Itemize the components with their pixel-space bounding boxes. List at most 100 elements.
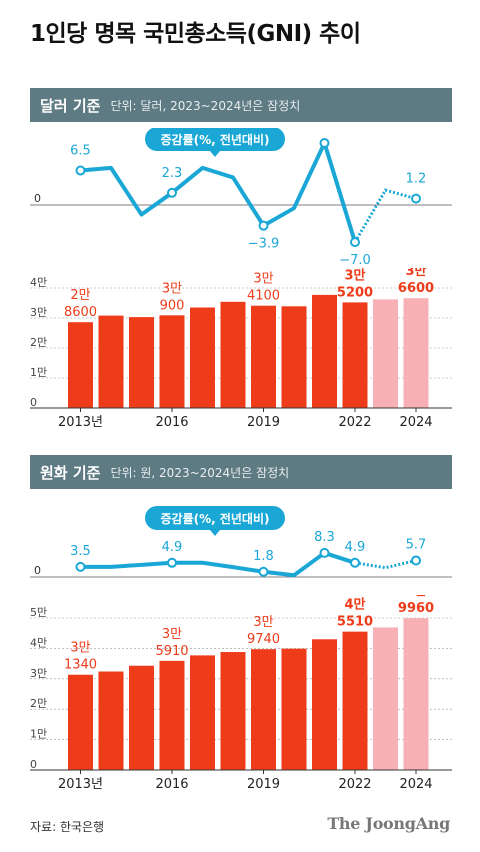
gni-bar — [68, 674, 93, 770]
growth-point — [350, 557, 360, 568]
x-tick-label: 2022 — [338, 777, 371, 792]
page-title: 1인당 명목 국민총소득(GNI) 추이 — [30, 21, 361, 47]
growth-point-label: −3.9 — [248, 237, 280, 252]
y-tick-label: 4만 — [30, 276, 47, 289]
growth-series-line — [80, 140, 357, 243]
legend-pill — [145, 506, 285, 530]
y-tick-label: 3만 — [30, 306, 47, 319]
growth-point-label: 2.3 — [162, 166, 183, 181]
bar-value-label-bottom: 4100 — [247, 289, 280, 304]
growth-series-line — [80, 550, 356, 578]
bar-value-label-bottom: 8600 — [64, 305, 97, 320]
growth-point — [75, 561, 86, 572]
section-header-dollar: 달러 기준 단위: 달러, 2023~2024년은 잠정치 — [30, 88, 452, 122]
x-tick-label: 2016 — [155, 777, 188, 792]
gni-bar — [312, 639, 337, 770]
gni-bar — [98, 315, 124, 408]
dollar-gni-bar-chart: 0 1만 2만 3만 4만 2013년 2016 2019 2022 2024 2만 8600 3만 90… — [30, 268, 452, 430]
gni-bar — [342, 302, 368, 408]
section-header-won: 원화 기준 단위: 원, 2023~2024년은 잠정치 — [30, 455, 452, 489]
growth-point-label: 1.2 — [406, 172, 427, 187]
y-tick-label: 1만 — [30, 366, 47, 379]
x-tick-label: 2024 — [399, 415, 432, 430]
x-tick-label: 2024 — [399, 777, 432, 792]
bar-value-label-bottom: 900 — [160, 298, 185, 313]
zero-label: 0 — [34, 192, 41, 205]
y-tick-label: 2만 — [30, 336, 47, 349]
growth-point — [319, 137, 330, 148]
x-tick-label: 2019 — [247, 777, 280, 792]
growth-point — [167, 557, 177, 568]
bar-value-label-top: 3만 — [253, 272, 273, 287]
gni-bar — [281, 648, 307, 770]
source-note: 자료: 한국은행 — [30, 820, 105, 834]
gni-bar — [342, 631, 368, 770]
gni-bar — [159, 660, 185, 770]
growth-point — [75, 165, 86, 176]
gni-bar — [220, 652, 246, 770]
growth-point-label: 3.5 — [70, 544, 91, 559]
gni-bar — [251, 649, 276, 770]
x-tick-label: 2022 — [338, 415, 371, 430]
won-growth-line-chart: 0 3.5 4.9 1.8 8.3 4.9 5.7 증감률(%, 전년대비) — [30, 506, 452, 578]
gni-bar — [129, 665, 154, 770]
legend-pointer — [210, 530, 220, 536]
bar-value-label-top: 4만 — [344, 597, 365, 613]
bar-value-label-bottom: 5910 — [155, 644, 188, 659]
gni-bar — [98, 671, 124, 770]
bar-value-label-top: 3만 — [344, 268, 365, 283]
gni-bar — [190, 307, 215, 408]
growth-point — [167, 187, 177, 198]
bar-value-label-bottom: 9740 — [247, 632, 280, 647]
brand-logo: The JoongAng — [327, 814, 450, 833]
growth-point-label: 4.9 — [345, 540, 366, 555]
growth-point — [258, 220, 269, 231]
bar-value-label-top: 3만 — [253, 615, 273, 630]
x-tick-label: 2013년 — [58, 415, 103, 430]
growth-point-label: 8.3 — [314, 530, 335, 545]
legend-pill — [145, 128, 285, 151]
growth-point-label: 5.7 — [406, 537, 427, 552]
growth-point-label: 4.9 — [162, 540, 183, 555]
x-tick-label: 2019 — [247, 415, 280, 430]
growth-point — [319, 547, 330, 558]
legend-label: 증감률(%, 전년대비) — [160, 132, 269, 147]
bar-value-label-bottom: 9960 — [398, 601, 434, 616]
growth-series-estimate — [354, 559, 417, 570]
growth-point — [350, 237, 360, 248]
gni-bar — [281, 306, 307, 408]
growth-point-label: 11.7 — [310, 128, 339, 131]
gni-bar — [220, 301, 246, 408]
bar-value-label-top: 4만 — [405, 595, 426, 599]
bar-value-label-top: 3만 — [162, 281, 182, 296]
zero-label: 0 — [34, 564, 41, 577]
gni-bar — [68, 322, 93, 408]
gni-bar — [251, 305, 276, 408]
section-note: 단위: 달러, 2023~2024년은 잠정치 — [110, 98, 301, 113]
growth-point-label: −7.0 — [339, 253, 371, 268]
section-label: 원화 기준 — [40, 463, 101, 482]
gni-bar — [312, 294, 337, 408]
bar-value-label-top: 3만 — [70, 641, 90, 656]
growth-point — [411, 193, 421, 204]
x-tick-label: 2013년 — [58, 777, 103, 792]
y-tick-label: 0 — [30, 758, 37, 771]
y-tick-label: 5만 — [30, 606, 47, 619]
gni-bar — [373, 299, 398, 408]
dollar-growth-line-chart: 0 6.5 2.3 −3.9 11.7 −7.0 1.2 증감률(%, 전년대비) — [30, 128, 452, 268]
growth-point-label: 1.8 — [253, 549, 274, 564]
legend-pointer — [210, 151, 220, 157]
growth-point — [258, 566, 269, 577]
x-tick-label: 2016 — [155, 415, 188, 430]
y-tick-label: 1만 — [30, 728, 47, 741]
gni-bar — [373, 627, 398, 770]
bar-value-label-top: 3만 — [405, 268, 426, 279]
bar-value-label-bottom: 6600 — [398, 281, 434, 296]
bar-value-label-top: 2만 — [70, 288, 90, 303]
section-note: 단위: 원, 2023~2024년은 잠정치 — [110, 465, 290, 480]
growth-point-label: 6.5 — [70, 144, 91, 159]
gni-bar — [403, 618, 429, 770]
growth-series-estimate — [353, 188, 417, 243]
bar-value-label-top: 3만 — [162, 627, 182, 642]
section-label: 달러 기준 — [40, 96, 101, 115]
